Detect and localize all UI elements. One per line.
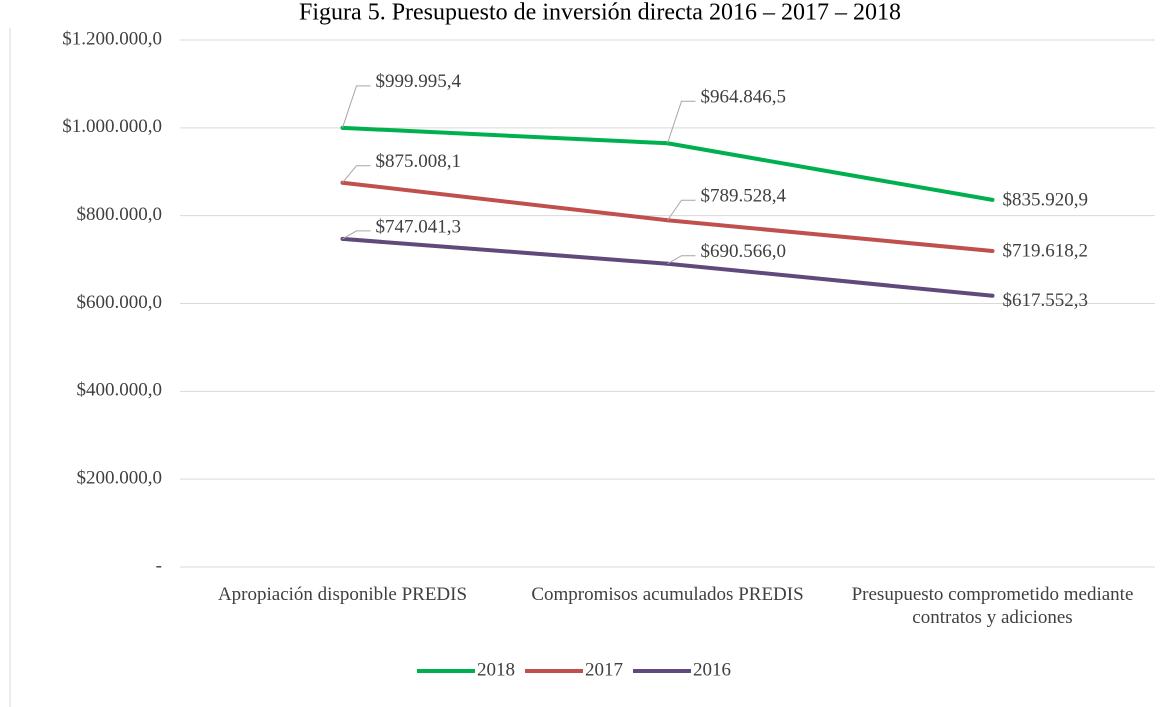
leader-line xyxy=(667,100,696,144)
data-label: $690.566,0 xyxy=(701,241,787,262)
point xyxy=(990,293,995,298)
legend-label: 2016 xyxy=(693,659,731,680)
leader-line xyxy=(342,85,371,128)
data-label: $617.552,3 xyxy=(1003,290,1089,311)
leader-line xyxy=(667,199,696,221)
data-label: $875.008,1 xyxy=(376,151,462,172)
y-tick-label: - xyxy=(156,555,162,576)
legend-label: 2017 xyxy=(585,659,623,680)
data-label: $999.995,4 xyxy=(376,71,462,92)
leader-line xyxy=(667,255,696,265)
x-tick-label: Apropiación disponible PREDIS xyxy=(217,584,468,605)
line-series xyxy=(342,236,993,298)
data-label: $747.041,3 xyxy=(376,216,462,237)
point xyxy=(990,197,995,202)
legend-label: 2018 xyxy=(477,659,515,680)
y-tick-label: $1.000.000,0 xyxy=(62,116,162,137)
leader-line xyxy=(342,165,371,184)
leader-line xyxy=(342,230,371,240)
y-tick-label: $800.000,0 xyxy=(77,204,163,225)
y-tick-label: $200.000,0 xyxy=(77,468,163,489)
point xyxy=(340,125,345,130)
chart-title: Figura 5. Presupuesto de inversión direc… xyxy=(299,0,901,26)
x-tick-label-box: Compromisos acumulados PREDIS xyxy=(531,584,804,605)
y-tick-label: $400.000,0 xyxy=(77,380,163,401)
x-tick-label-box: Presupuesto comprometido mediante contra… xyxy=(851,584,1134,628)
data-label: $964.846,5 xyxy=(701,87,787,108)
data-label: $719.618,2 xyxy=(1003,240,1089,261)
y-tick-label: $600.000,0 xyxy=(77,292,163,313)
x-tick-label-box: Apropiación disponible PREDIS xyxy=(217,584,468,605)
point xyxy=(990,248,995,253)
x-tick-label: Compromisos acumulados PREDIS xyxy=(531,584,804,605)
x-tick-label: Presupuesto comprometido mediante contra… xyxy=(851,584,1134,628)
data-label: $835.920,9 xyxy=(1003,189,1089,210)
data-label: $789.528,4 xyxy=(701,186,787,207)
y-tick-label: $1.200.000,0 xyxy=(62,28,162,49)
